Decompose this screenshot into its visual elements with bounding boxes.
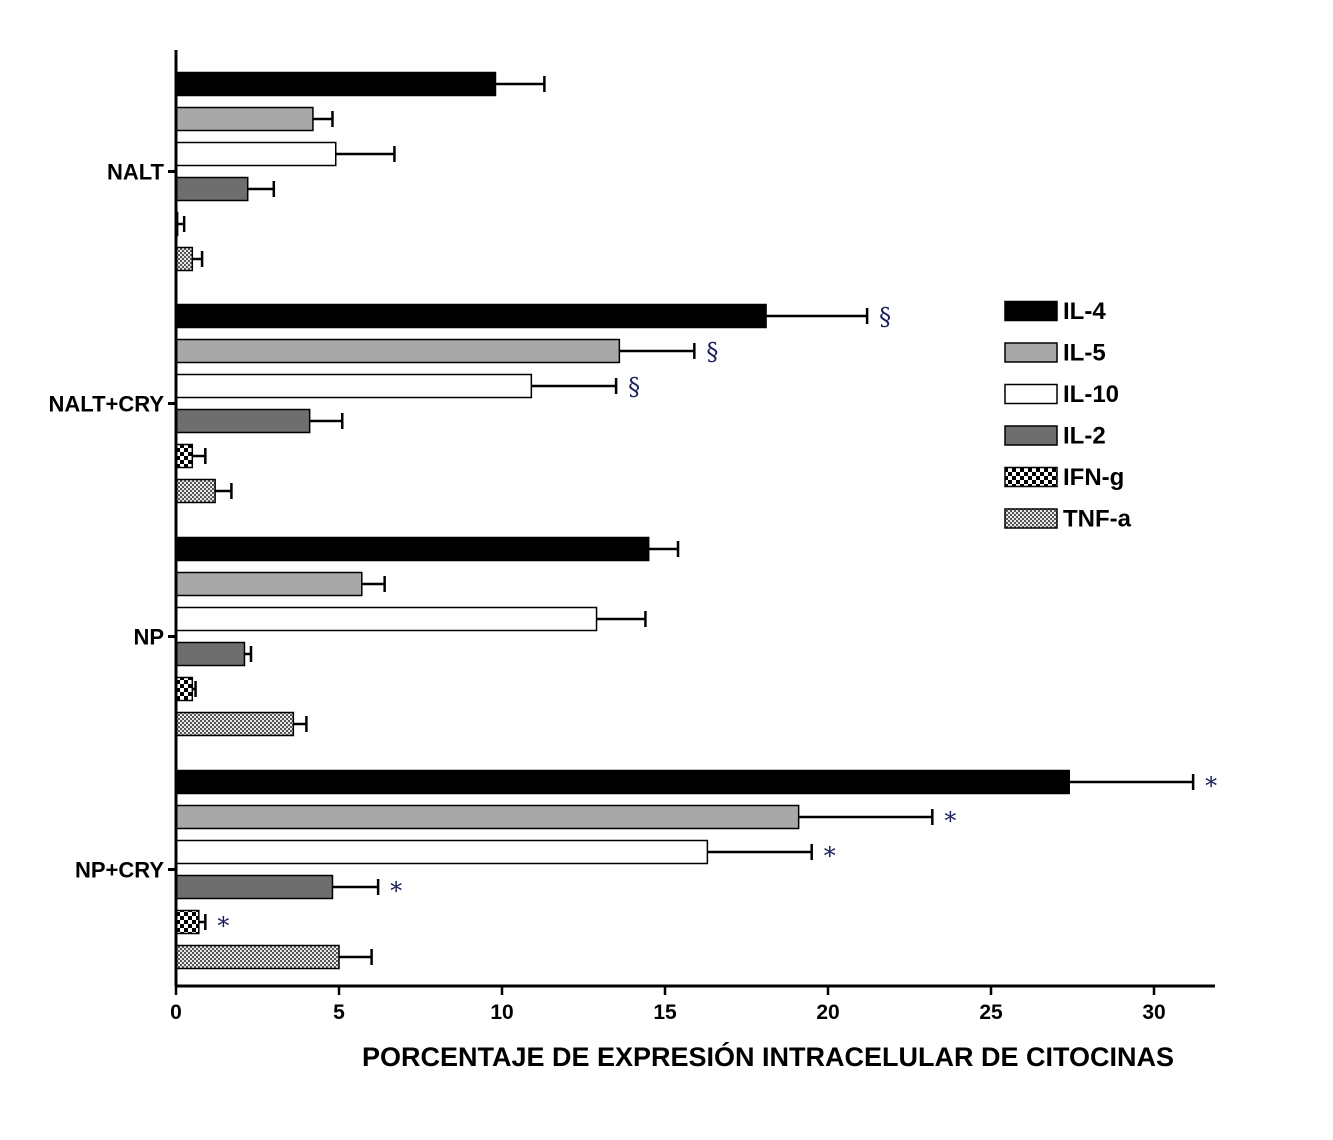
legend-swatch-il-5 <box>1004 342 1058 363</box>
significance-mark-nalt-cry-il-10: § <box>628 373 640 401</box>
category-label-np: NP <box>133 625 164 650</box>
bar-nalt-il-5 <box>175 106 314 132</box>
bar-np-cry-il-4 <box>175 769 1070 795</box>
bar-np-cry-il-2 <box>175 874 334 900</box>
bar-nalt-il-2 <box>175 176 249 202</box>
bar-nalt-cry-il-4 <box>175 303 767 329</box>
legend-swatch-il-2 <box>1004 425 1058 446</box>
legend-swatch-tnf-a <box>1004 508 1058 529</box>
x-tick-label-25: 25 <box>979 1001 1003 1024</box>
bar-np-tnf-a <box>175 711 295 737</box>
legend-label-il-2: IL-2 <box>1063 423 1106 450</box>
x-tick-label-5: 5 <box>333 1001 345 1024</box>
x-tick-label-0: 0 <box>170 1001 182 1024</box>
significance-mark-np-cry-il-5: * <box>944 807 956 835</box>
bars-layer: § § § * * * * * <box>175 71 1217 970</box>
x-axis-title: PORCENTAJE DE EXPRESIÓN INTRACELULAR DE … <box>362 1041 1174 1072</box>
bar-np-il-10 <box>175 606 598 632</box>
legend-label-il-5: IL-5 <box>1063 340 1106 367</box>
bar-nalt-cry-il-10 <box>175 373 533 399</box>
legend-swatch-il-4 <box>1004 300 1058 322</box>
legend-label-il-10: IL-10 <box>1063 381 1119 408</box>
significance-mark-nalt-cry-il-5: § <box>706 338 718 366</box>
x-tick-label-10: 10 <box>490 1001 513 1024</box>
legend-label-tnf-a: TNF-a <box>1063 506 1132 533</box>
significance-mark-np-cry-il-10: * <box>824 842 836 870</box>
legend-label-ifn-g: IFN-g <box>1063 464 1124 491</box>
legend-swatch-il-10 <box>1004 383 1058 405</box>
x-tick-label-15: 15 <box>653 1001 677 1024</box>
category-label-np-cry: NP+CRY <box>75 858 164 883</box>
bar-np-cry-il-10 <box>175 839 709 865</box>
significance-mark-nalt-cry-il-4: § <box>879 303 891 331</box>
x-tick-label-20: 20 <box>816 1001 839 1024</box>
category-label-nalt-cry: NALT+CRY <box>49 392 165 417</box>
bar-np-cry-tnf-a <box>175 944 340 970</box>
bar-np-ifn-g <box>175 676 194 702</box>
x-tick-label-30: 30 <box>1142 1001 1165 1024</box>
significance-mark-np-cry-il-4: * <box>1205 772 1217 800</box>
legend-label-il-4: IL-4 <box>1063 298 1106 325</box>
bar-nalt-il-10 <box>175 141 337 167</box>
bar-np-il-4 <box>175 536 650 562</box>
bar-np-cry-il-5 <box>175 804 800 830</box>
significance-mark-np-cry-ifn-g: * <box>217 912 229 940</box>
bar-nalt-il-4 <box>175 71 497 97</box>
bar-np-il-5 <box>175 571 363 597</box>
bar-nalt-cry-il-5 <box>175 338 621 364</box>
bar-nalt-cry-ifn-g <box>175 443 194 469</box>
legend: IL-4 IL-5 IL-10 IL-2 IFN-g TNF-a <box>1004 298 1132 533</box>
bar-nalt-cry-il-2 <box>175 408 311 434</box>
bar-nalt-tnf-a <box>175 246 194 272</box>
axes-layer: NALT NALT+CRY NP NP+CRY 0 5 10 15 20 25 30 <box>49 50 1215 1024</box>
bar-np-cry-ifn-g <box>175 909 200 935</box>
significance-mark-np-cry-il-2: * <box>390 877 402 905</box>
legend-swatch-ifn-g <box>1004 466 1058 488</box>
bar-nalt-cry-tnf-a <box>175 478 216 504</box>
bar-np-il-2 <box>175 641 246 667</box>
category-label-nalt: NALT <box>107 160 165 185</box>
